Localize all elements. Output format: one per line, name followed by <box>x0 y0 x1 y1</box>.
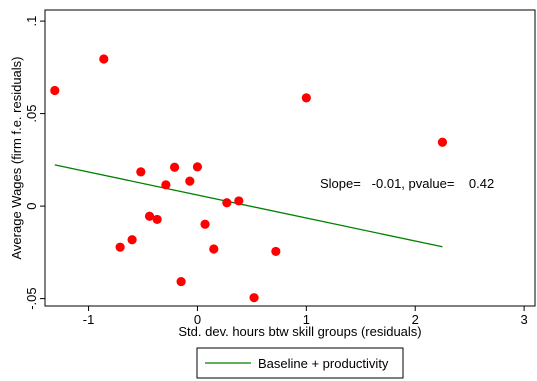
x-tick-label: -1 <box>83 312 95 327</box>
x-axis-label: Std. dev. hours btw skill groups (residu… <box>178 324 421 339</box>
data-point <box>127 235 137 245</box>
y-tick-label: .05 <box>24 105 39 123</box>
axes <box>44 9 536 307</box>
fit-line <box>54 164 443 248</box>
x-tick-label: 3 <box>520 312 527 327</box>
data-point <box>169 162 180 172</box>
legend-label: Baseline + productivity <box>258 356 389 371</box>
data-point <box>136 167 146 177</box>
data-point <box>161 180 171 190</box>
data-point <box>144 211 155 221</box>
data-point <box>209 244 219 254</box>
plot-frame <box>44 9 536 307</box>
x-tick-label: 2 <box>412 312 419 327</box>
fit-line-layer <box>54 164 443 248</box>
data-point <box>185 176 195 186</box>
y-tick-label: -.05 <box>24 287 39 309</box>
legend: Baseline + productivity <box>196 347 404 379</box>
data-point <box>234 196 244 206</box>
x-tick-label: 0 <box>194 312 201 327</box>
data-point <box>222 198 232 208</box>
data-point <box>152 214 162 225</box>
data-point <box>50 85 60 96</box>
y-tick-label: 0 <box>24 202 39 209</box>
data-point <box>200 219 210 229</box>
x-tick-label: 1 <box>303 312 310 327</box>
data-point <box>99 54 109 64</box>
x-axis-ticks: -1 0 1 2 3 <box>83 306 528 327</box>
data-point <box>249 293 259 303</box>
data-point <box>115 242 125 252</box>
data-point <box>271 246 281 257</box>
data-point <box>301 93 311 103</box>
y-axis-ticks: -.05 0 .05 .1 <box>24 16 45 310</box>
y-tick-label: .1 <box>24 16 39 27</box>
data-points <box>50 54 448 303</box>
data-point <box>437 137 448 147</box>
data-point <box>192 162 203 172</box>
annotation-slope-pvalue: Slope= -0.01, pvalue= 0.42 <box>320 176 494 191</box>
data-point <box>176 276 186 287</box>
y-axis-label: Average Wages (firm f.e. residuals) <box>9 56 24 259</box>
